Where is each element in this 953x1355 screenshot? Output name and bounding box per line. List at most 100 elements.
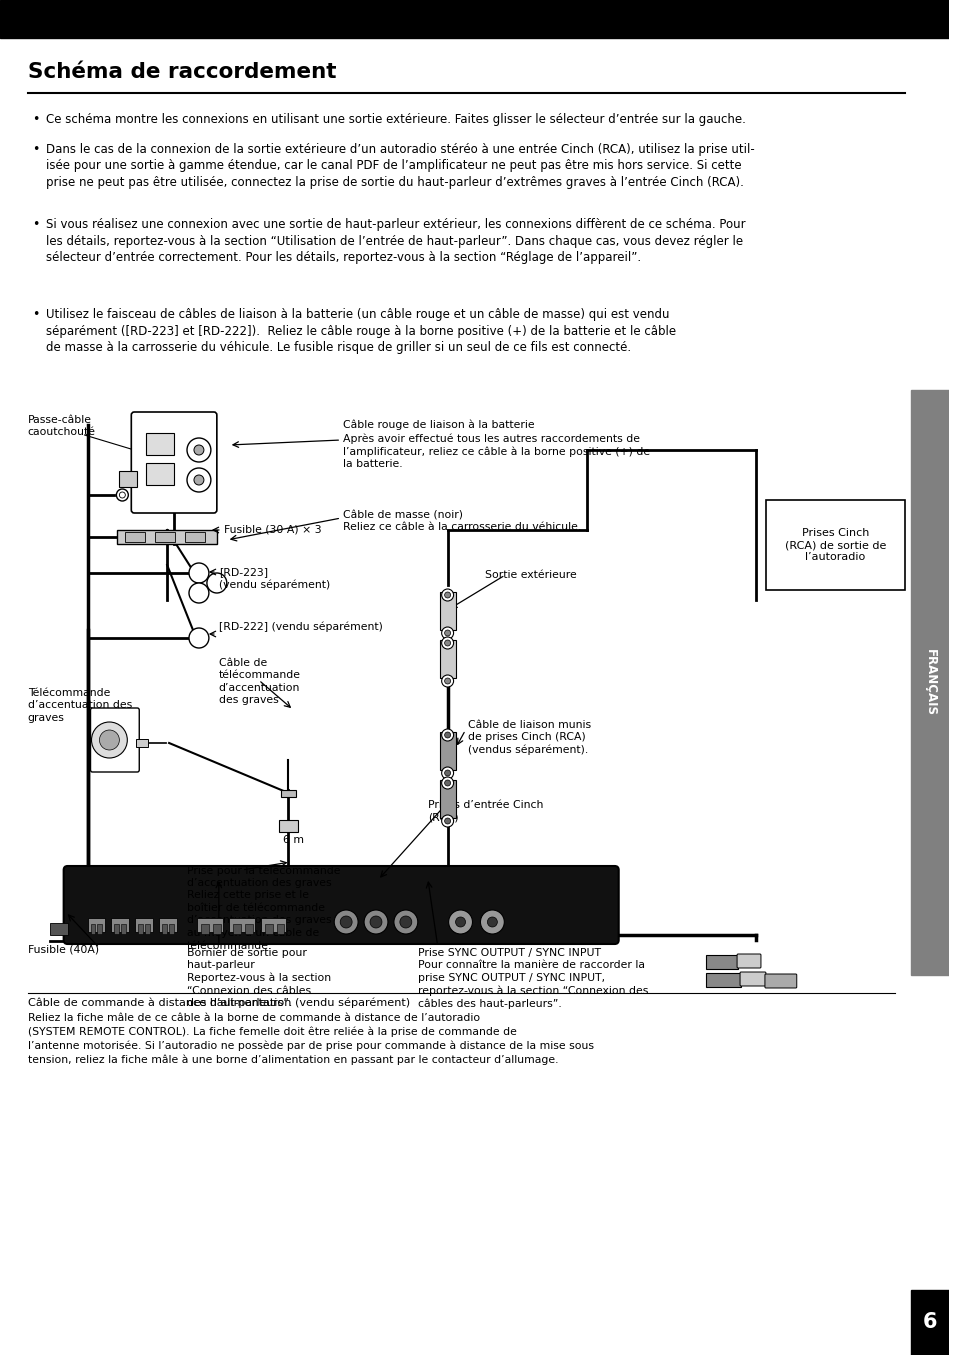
Bar <box>201 924 209 934</box>
Bar <box>233 924 240 934</box>
Text: Prise SYNC OUTPUT / SYNC INPUT
Pour connaître la manière de raccorder la
prise S: Prise SYNC OUTPUT / SYNC INPUT Pour conn… <box>417 948 647 1009</box>
Bar <box>185 533 205 542</box>
Circle shape <box>116 489 129 501</box>
Text: Fusible (30 A) × 3: Fusible (30 A) × 3 <box>224 524 321 535</box>
Bar <box>119 472 137 486</box>
Text: FRANÇAIS: FRANÇAIS <box>923 649 936 715</box>
Bar <box>136 738 148 747</box>
Circle shape <box>444 732 450 738</box>
Bar <box>169 924 173 934</box>
Circle shape <box>441 729 453 741</box>
Bar <box>0 0 948 38</box>
Text: Sortie extérieure: Sortie extérieure <box>485 570 577 580</box>
Circle shape <box>444 780 450 786</box>
Circle shape <box>187 467 211 492</box>
Bar <box>114 924 119 934</box>
Circle shape <box>441 589 453 602</box>
Circle shape <box>370 916 381 928</box>
Bar <box>276 924 284 934</box>
Bar <box>155 533 175 542</box>
Bar <box>112 917 130 932</box>
FancyBboxPatch shape <box>737 954 760 967</box>
Text: •: • <box>31 218 39 230</box>
Text: Câble de masse (noir)
Reliez ce câble à la carrosserie du véhicule.: Câble de masse (noir) Reliez ce câble à … <box>343 509 580 533</box>
Bar <box>705 973 740 986</box>
Circle shape <box>441 767 453 779</box>
Bar <box>229 917 254 932</box>
Bar <box>145 924 150 934</box>
Bar <box>439 732 456 770</box>
Circle shape <box>193 476 204 485</box>
FancyBboxPatch shape <box>740 972 765 986</box>
Text: Fusible (40A): Fusible (40A) <box>28 944 99 955</box>
Text: Bornier de sortie pour
haut-parleur
Reportez-vous à la section
“Connexion des câ: Bornier de sortie pour haut-parleur Repo… <box>187 948 331 1008</box>
Text: Câble de commande à distance d’alimentation (vendu séparément): Câble de commande à distance d’alimentat… <box>28 997 410 1008</box>
Bar <box>146 463 173 485</box>
Circle shape <box>487 917 497 927</box>
Bar <box>244 924 253 934</box>
Circle shape <box>448 911 472 934</box>
Text: Prises Cinch
(RCA) de sortie de
l’autoradio: Prises Cinch (RCA) de sortie de l’autora… <box>784 528 885 561</box>
Circle shape <box>91 722 127 757</box>
Circle shape <box>189 627 209 648</box>
Circle shape <box>189 583 209 603</box>
Text: Reliez la fiche mâle de ce câble à la borne de commande à distance de l’autoradi: Reliez la fiche mâle de ce câble à la bo… <box>28 1014 593 1065</box>
Text: 6 m: 6 m <box>283 835 304 846</box>
Circle shape <box>444 818 450 824</box>
Circle shape <box>119 492 125 499</box>
Bar <box>910 1290 948 1355</box>
Bar <box>910 390 948 976</box>
Circle shape <box>340 916 352 928</box>
Circle shape <box>444 770 450 776</box>
Circle shape <box>193 444 204 455</box>
Circle shape <box>441 776 453 789</box>
Circle shape <box>441 627 453 640</box>
FancyBboxPatch shape <box>132 412 216 514</box>
Bar <box>146 434 173 455</box>
Text: •: • <box>31 144 39 156</box>
Circle shape <box>441 675 453 687</box>
Bar <box>264 924 273 934</box>
Text: [RD-222] (vendu séparément): [RD-222] (vendu séparément) <box>218 622 382 633</box>
Bar <box>439 592 456 630</box>
Text: Ce schéma montre les connexions en utilisant une sortie extérieure. Faites gliss: Ce schéma montre les connexions en utili… <box>46 112 745 126</box>
Text: Dans le cas de la connexion de la sortie extérieure d’un autoradio stéréo à une : Dans le cas de la connexion de la sortie… <box>46 144 754 188</box>
Text: Câble rouge de liaison à la batterie
Après avoir effectué tous les autres raccor: Câble rouge de liaison à la batterie Apr… <box>343 420 650 469</box>
Circle shape <box>399 916 412 928</box>
Bar <box>50 923 68 935</box>
FancyBboxPatch shape <box>764 974 796 988</box>
Bar <box>213 924 220 934</box>
Bar <box>117 530 216 543</box>
Text: Si vous réalisez une connexion avec une sortie de haut-parleur extérieur, les co: Si vous réalisez une connexion avec une … <box>46 218 744 264</box>
Circle shape <box>99 730 119 751</box>
Text: Prises d’entrée Cinch
(RCA): Prises d’entrée Cinch (RCA) <box>427 799 542 822</box>
Bar <box>138 924 143 934</box>
Text: •: • <box>31 112 39 126</box>
Bar <box>125 533 145 542</box>
Circle shape <box>207 573 227 593</box>
Circle shape <box>444 678 450 684</box>
Bar <box>278 820 298 832</box>
FancyBboxPatch shape <box>64 866 618 944</box>
FancyBboxPatch shape <box>91 709 139 772</box>
Text: Schéma de raccordement: Schéma de raccordement <box>28 62 336 83</box>
Circle shape <box>189 562 209 583</box>
Bar <box>705 955 738 969</box>
Bar <box>439 780 456 818</box>
Circle shape <box>444 592 450 598</box>
Text: Passe-câble
caoutchouté: Passe-câble caoutchouté <box>28 415 95 438</box>
Bar <box>91 924 95 934</box>
Circle shape <box>364 911 388 934</box>
Text: 6: 6 <box>922 1313 936 1332</box>
Text: Télécommande
d’accentuation des
graves: Télécommande d’accentuation des graves <box>28 688 132 722</box>
Bar <box>121 924 126 934</box>
Bar <box>135 917 153 932</box>
Circle shape <box>456 917 465 927</box>
Circle shape <box>441 814 453 827</box>
Bar <box>260 917 286 932</box>
Bar <box>196 917 223 932</box>
Text: Câble de
télécommande
d’accentuation
des graves: Câble de télécommande d’accentuation des… <box>218 659 300 705</box>
Bar <box>97 924 102 934</box>
Circle shape <box>187 438 211 462</box>
Text: •: • <box>31 308 39 321</box>
